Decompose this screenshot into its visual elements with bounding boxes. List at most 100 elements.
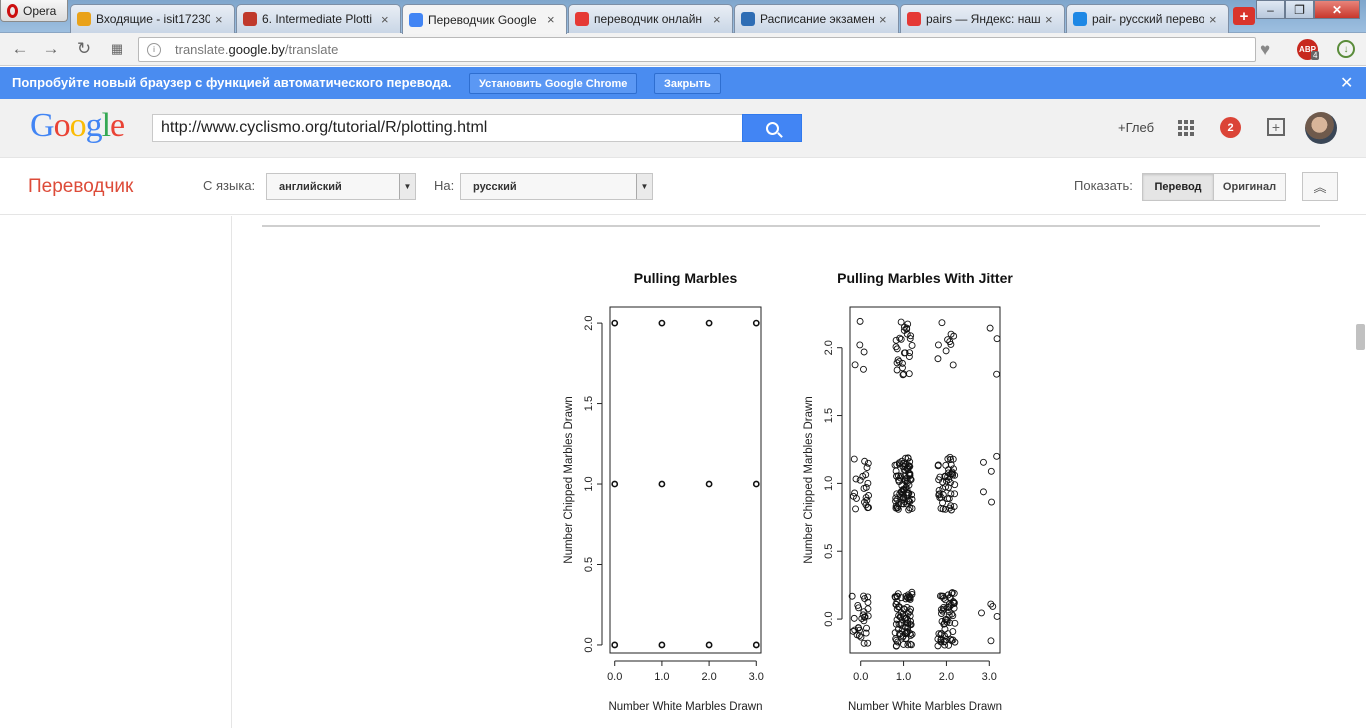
avatar[interactable] <box>1305 112 1337 144</box>
data-point <box>934 642 942 650</box>
data-point <box>951 481 959 489</box>
data-point <box>863 624 870 632</box>
forward-icon[interactable]: → <box>42 39 60 58</box>
show-translation-button[interactable]: Перевод <box>1142 173 1214 201</box>
minimize-button[interactable]: – <box>1256 0 1285 19</box>
data-point <box>939 499 946 507</box>
data-point <box>862 629 870 637</box>
new-tab-button[interactable]: + <box>1233 7 1255 25</box>
data-point <box>940 603 947 611</box>
data-point <box>907 641 915 649</box>
browser-tab[interactable]: pairs — Яндекс: наш × <box>900 4 1065 33</box>
close-tab-icon[interactable]: × <box>215 11 223 27</box>
share-plus-icon[interactable]: + <box>1267 118 1285 136</box>
data-point <box>950 604 958 612</box>
back-icon[interactable]: ← <box>11 39 29 58</box>
mail-icon <box>77 12 91 26</box>
bookmark-heart-icon[interactable]: ♥ <box>1260 40 1271 59</box>
data-point <box>864 459 872 467</box>
x-tick-label: 1.0 <box>896 671 911 683</box>
data-point <box>849 627 857 635</box>
data-point <box>904 641 912 649</box>
browser-toolbar: ← → ↻ ▦ i translate.google.by/translate … <box>0 33 1366 66</box>
site-info-icon[interactable]: i <box>147 42 161 57</box>
tab-title: переводчик онлайн <box>594 12 703 26</box>
google-plus-user-link[interactable]: +Глеб <box>1118 120 1155 135</box>
google-logo[interactable]: Google <box>30 107 125 145</box>
search-input[interactable]: http://www.cyclismo.org/tutorial/R/plott… <box>152 114 743 142</box>
data-point <box>947 470 955 478</box>
data-point <box>947 330 955 338</box>
browser-tab[interactable]: pair- русский перево × <box>1066 4 1229 33</box>
opera-menu-button[interactable]: Opera <box>0 0 68 22</box>
data-point <box>899 460 907 467</box>
data-point <box>907 631 915 639</box>
data-point <box>905 470 913 477</box>
from-language-select[interactable]: английский ▼ <box>266 173 416 200</box>
close-tab-icon[interactable]: × <box>1045 11 1053 27</box>
browser-tab[interactable]: 6. Intermediate Plotti × <box>236 4 401 33</box>
data-point <box>611 641 619 649</box>
y-axis-label: Number Chipped Marbles Drawn <box>803 396 815 563</box>
data-point <box>859 611 867 619</box>
data-point <box>865 504 872 511</box>
x-tick-label: 3.0 <box>749 671 764 683</box>
data-point <box>942 347 950 355</box>
data-point <box>949 361 957 369</box>
y-axis-label: Number Chipped Marbles Drawn <box>563 396 575 563</box>
install-chrome-button[interactable]: Установить Google Chrome <box>469 73 638 94</box>
to-language-select[interactable]: русский ▼ <box>460 173 653 200</box>
apps-grid-icon[interactable] <box>1178 120 1194 136</box>
chart-title: Pulling Marbles <box>634 270 738 286</box>
translator-title[interactable]: Переводчик <box>28 176 134 197</box>
close-tab-icon[interactable]: × <box>879 11 887 27</box>
data-point <box>864 479 872 487</box>
data-point <box>943 618 951 626</box>
data-point <box>850 455 858 463</box>
close-infobar-button[interactable]: Закрыть <box>654 73 721 94</box>
data-point <box>895 358 903 365</box>
data-point <box>895 500 903 508</box>
data-point <box>861 613 869 621</box>
x-tick-label: 3.0 <box>982 671 997 683</box>
data-point <box>946 619 954 627</box>
data-point <box>947 502 955 510</box>
data-point <box>850 492 857 500</box>
x-tick-label: 1.0 <box>654 671 669 683</box>
scrollbar-thumb[interactable] <box>1356 324 1365 350</box>
r-icon <box>243 12 257 26</box>
close-window-button[interactable]: ✕ <box>1314 0 1360 19</box>
browser-tab[interactable]: Переводчик Google × <box>402 4 567 34</box>
data-point <box>857 633 865 641</box>
x-axis-label: Number White Marbles Drawn <box>608 701 762 713</box>
close-tab-icon[interactable]: × <box>381 11 389 27</box>
browser-tab[interactable]: Входящие - isit17230 × <box>70 4 235 33</box>
browser-tab[interactable]: переводчик онлайн × <box>568 4 733 33</box>
close-tab-icon[interactable]: × <box>1209 11 1217 27</box>
reload-icon[interactable]: ↻ <box>76 39 92 58</box>
data-point <box>855 604 863 612</box>
data-point <box>897 609 905 616</box>
notifications-badge[interactable]: 2 <box>1220 117 1241 138</box>
data-point <box>897 335 905 343</box>
data-point <box>893 366 901 374</box>
close-tab-icon[interactable]: × <box>713 11 721 27</box>
data-point <box>944 630 952 638</box>
address-bar[interactable]: i translate.google.by/translate <box>138 37 1256 62</box>
data-point <box>943 477 950 485</box>
data-point <box>861 498 868 506</box>
show-original-button[interactable]: Оригинал <box>1213 173 1286 201</box>
data-point <box>899 371 907 379</box>
data-point <box>906 458 914 466</box>
download-extension-icon[interactable]: ↓ <box>1337 40 1355 58</box>
x-tick-label: 2.0 <box>701 671 716 683</box>
collapse-icon[interactable]: ︽ <box>1302 172 1338 201</box>
browser-tab[interactable]: Расписание экзамен × <box>734 4 899 33</box>
dismiss-infobar-icon[interactable]: ✕ <box>1340 75 1354 92</box>
speed-dial-icon[interactable]: ▦ <box>110 41 124 56</box>
opera-label: Opera <box>23 3 57 18</box>
data-point <box>658 641 666 649</box>
maximize-button[interactable]: ❐ <box>1285 0 1314 19</box>
close-tab-icon[interactable]: × <box>547 12 555 27</box>
search-button[interactable] <box>742 114 802 142</box>
